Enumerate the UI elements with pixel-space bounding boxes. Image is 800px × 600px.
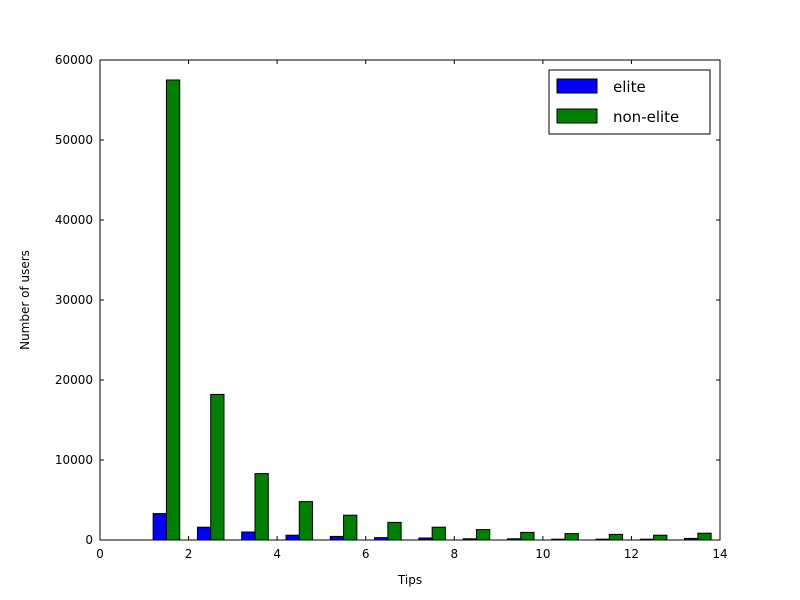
bar-non-elite-1	[210, 393, 225, 541]
bar-non-elite-5	[387, 521, 402, 541]
bar-non-elite-6	[431, 526, 446, 541]
bar-elite-2	[241, 531, 256, 541]
y-tick-label: 10000	[55, 453, 93, 467]
y-tick-label: 50000	[55, 133, 93, 147]
x-tick-label: 14	[712, 547, 727, 561]
y-tick-label: 0	[85, 533, 93, 547]
bar-non-elite-2	[254, 473, 269, 541]
bar-non-elite-3	[298, 501, 314, 541]
bar-non-elite-9	[564, 533, 579, 541]
bar-non-elite-8	[520, 531, 535, 541]
bar-elite-0	[152, 513, 167, 541]
x-tick-label: 8	[450, 547, 458, 561]
bar-non-elite-7	[475, 529, 491, 541]
bar-non-elite-4	[343, 514, 358, 541]
y-tick-label: 20000	[55, 373, 93, 387]
y-tick-label: 30000	[55, 293, 93, 307]
legend-label-non-elite: non-elite	[613, 108, 679, 126]
y-tick-label: 40000	[55, 213, 93, 227]
legend: elite non-elite	[548, 69, 711, 135]
y-tick-label: 60000	[55, 53, 93, 67]
bar-non-elite-11	[653, 534, 668, 541]
bar-non-elite-0	[165, 79, 181, 541]
bar-non-elite-12	[697, 532, 712, 541]
bar-elite-4	[329, 535, 345, 541]
legend-label-elite: elite	[613, 78, 646, 96]
legend-swatch-non-elite	[556, 108, 598, 124]
bar-non-elite-10	[608, 533, 624, 541]
x-tick-label: 10	[535, 547, 550, 561]
x-tick-label: 2	[185, 547, 193, 561]
bar-elite-1	[196, 526, 212, 541]
y-axis-label: Number of users	[18, 250, 32, 350]
x-axis-label: Tips	[397, 573, 422, 587]
x-tick-label: 4	[273, 547, 281, 561]
x-tick-label: 6	[362, 547, 370, 561]
legend-swatch-elite	[556, 78, 598, 94]
x-tick-label: 12	[624, 547, 639, 561]
bar-elite-3	[285, 534, 300, 541]
ticks-group: 0 2 4 6 8 10 12 14 0 10000 20000 30000 40000 50000 600…	[55, 53, 728, 561]
x-tick-label: 0	[96, 547, 104, 561]
